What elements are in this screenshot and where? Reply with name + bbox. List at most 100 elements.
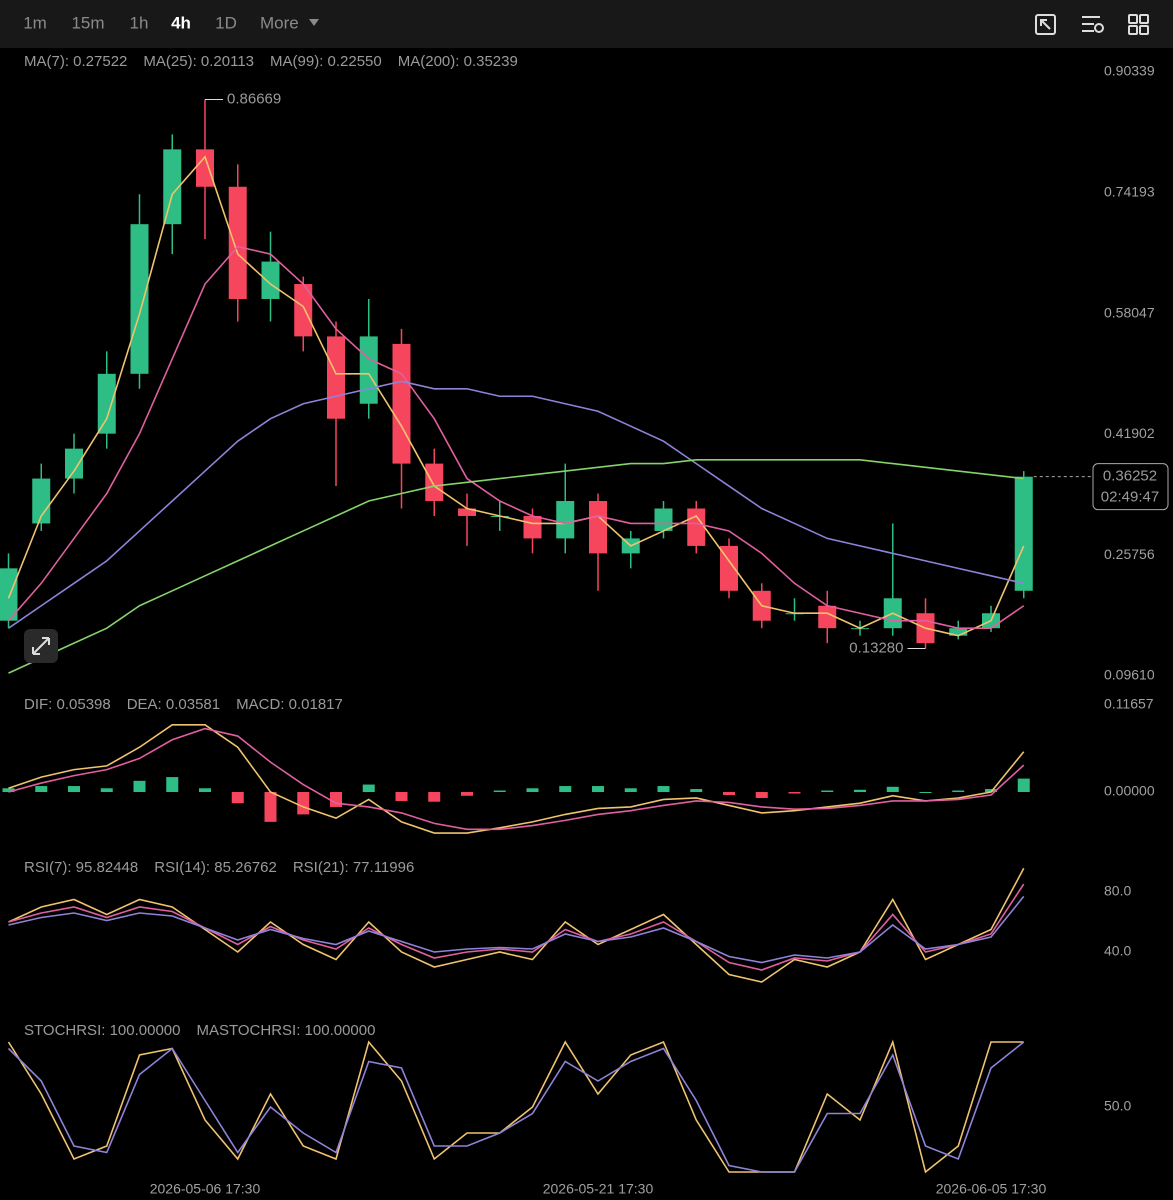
histogram-bar (35, 786, 48, 793)
histogram-bar (985, 789, 997, 793)
candle-body (720, 545, 738, 591)
interval[interactable]: 1m (23, 13, 47, 32)
histogram-bar (788, 792, 801, 794)
histogram-bar (166, 777, 179, 793)
histogram-bar (657, 786, 670, 793)
y-tick-label: 0.00000 (1104, 783, 1155, 799)
histogram-bar (690, 789, 703, 793)
candle-body (654, 508, 673, 531)
candle-body (949, 628, 968, 636)
y-tick-label: 40.0 (1104, 943, 1131, 959)
last-price: 0.36252 (1103, 468, 1157, 485)
histogram-bar (461, 792, 473, 796)
interval[interactable]: 1D (215, 13, 237, 32)
toolbar (0, 0, 1173, 48)
annotation-high: 0.86669 (227, 90, 281, 107)
interval-active[interactable]: 4h (171, 13, 191, 32)
legend-entry: DIF: 0.05398 (24, 696, 111, 713)
y-tick-label: 0.25756 (1104, 546, 1155, 562)
histogram-bar (526, 788, 539, 793)
histogram-bar (264, 792, 277, 822)
legend-entry: MA(99): 0.22550 (270, 53, 382, 70)
candle-body (327, 336, 345, 419)
icon-layout (1139, 25, 1149, 35)
y-tick-label: 50.0 (1104, 1098, 1131, 1114)
legend-entry: MA(7): 0.27522 (24, 53, 127, 70)
histogram-bar (100, 788, 113, 793)
histogram-bar (919, 792, 932, 794)
legend-entry: DEA: 0.03581 (127, 696, 220, 713)
candle-body (589, 501, 607, 554)
candle-body (392, 343, 411, 464)
histogram-bar (297, 792, 310, 815)
histogram-bar (592, 786, 604, 793)
histogram-bar (133, 780, 146, 793)
candle-body (1014, 476, 1033, 591)
candle-body (425, 463, 444, 502)
icon-indicator[interactable] (1035, 14, 1056, 35)
histogram-bar (231, 792, 244, 804)
histogram-bar (624, 788, 637, 793)
annotation-low: 0.13280 (849, 640, 903, 657)
indicator-line (8, 727, 1025, 831)
legend-entry: MACD: 0.01817 (236, 696, 343, 713)
y-tick-label: 0.09610 (1104, 667, 1155, 683)
y-tick-label: 0.41902 (1104, 425, 1155, 441)
candle-body (359, 336, 378, 404)
y-tick-label: 0.90339 (1104, 63, 1155, 79)
expand-button[interactable] (24, 629, 58, 663)
histogram-bar (199, 788, 211, 793)
indicator-line (7, 1039, 1024, 1174)
candle-body (65, 448, 83, 479)
histogram-bar (821, 790, 834, 793)
indicator-line (7, 1041, 1025, 1173)
histogram-bar (68, 786, 80, 793)
candle-body (97, 373, 116, 434)
interval[interactable]: 1h (130, 13, 149, 32)
indicator-line (8, 459, 1024, 674)
candle-body (261, 261, 280, 299)
histogram-bar (2, 788, 15, 793)
candle-body (294, 284, 313, 337)
candle-body (130, 224, 149, 374)
x-tick-label: 2026-05-06 17:30 (150, 1181, 261, 1197)
histogram-bar (886, 786, 899, 793)
y-tick-label: 0.11657 (1104, 696, 1154, 712)
y-tick-label: 0.74193 (1104, 184, 1155, 200)
legend-entry: MA(200): 0.35239 (398, 53, 518, 70)
candle-body (163, 149, 182, 225)
legend-entry: MA(25): 0.20113 (143, 53, 254, 70)
expand-icon (32, 637, 50, 655)
indicator-line (8, 895, 1025, 964)
candle-body (818, 605, 837, 629)
indicator-line (7, 155, 1025, 637)
icon-layout[interactable] (1128, 14, 1138, 24)
indicator-line (8, 724, 1025, 834)
candle-body (32, 478, 51, 524)
histogram-bar (723, 792, 735, 795)
candle-body (556, 501, 575, 539)
histogram-bar (952, 790, 965, 793)
histogram-bar (362, 784, 375, 793)
histogram-bar (854, 789, 866, 793)
last-price-box (1092, 463, 1169, 511)
interval[interactable]: 15m (71, 13, 104, 32)
indicator-line (8, 380, 1024, 629)
candle-body (523, 515, 542, 539)
icon-layout (1128, 25, 1138, 35)
candle-body (196, 149, 214, 187)
icon-settings-gear (1094, 23, 1104, 33)
indicator-line (8, 883, 1025, 971)
candle-body (0, 568, 18, 621)
histogram-bar (755, 792, 768, 798)
histogram-bar (330, 792, 342, 807)
indicator-line (7, 245, 1025, 629)
more-button[interactable]: More (260, 13, 299, 32)
histogram-bar (493, 790, 506, 793)
icon-layout (1139, 14, 1149, 24)
legend-entry: RSI(7): 95.82448 (24, 859, 138, 876)
legend-entry: RSI(21): 77.11996 (293, 859, 414, 876)
icon-settings[interactable] (1082, 16, 1100, 32)
